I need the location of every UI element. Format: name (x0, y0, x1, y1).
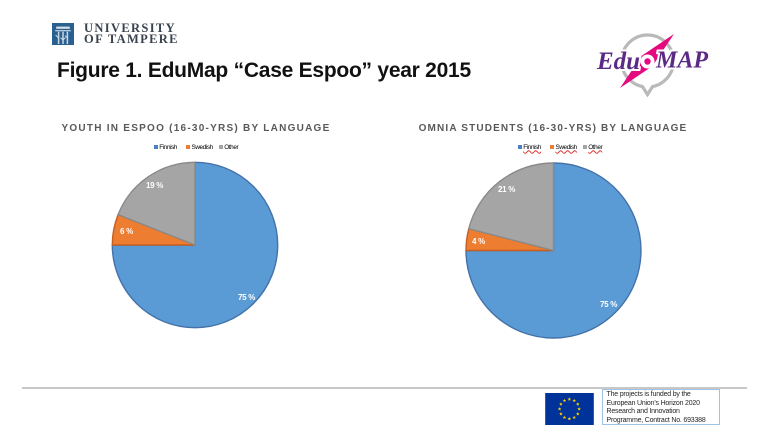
svg-text:Edu: Edu (596, 48, 640, 75)
svg-text:MAP: MAP (655, 48, 708, 74)
svg-text:MAP: MAP (655, 48, 708, 74)
svg-text:Edu: Edu (596, 48, 640, 75)
